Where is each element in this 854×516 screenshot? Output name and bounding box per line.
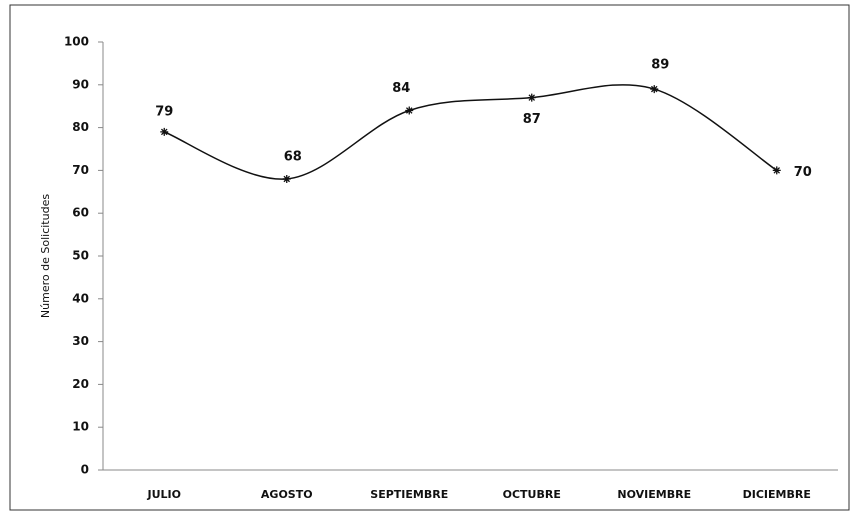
y-tick-label: 10 — [72, 420, 89, 434]
marker — [527, 93, 536, 102]
series-line — [163, 84, 778, 180]
y-tick-label: 80 — [72, 120, 89, 134]
y-tick-label: 0 — [81, 463, 89, 477]
data-label: 68 — [284, 149, 302, 164]
y-tick-label: 60 — [72, 206, 89, 220]
chart-border — [9, 4, 850, 511]
y-tick-label: 40 — [72, 291, 89, 305]
marker — [282, 174, 291, 183]
x-tick-label: AGOSTO — [261, 488, 313, 501]
y-tick-label: 50 — [72, 249, 89, 263]
x-tick-label: OCTUBRE — [503, 488, 561, 501]
y-tick-label: 70 — [72, 163, 89, 177]
marker — [772, 166, 781, 175]
marker — [650, 85, 659, 94]
data-label: 70 — [794, 165, 812, 180]
data-label: 84 — [392, 81, 410, 96]
y-tick-label: 100 — [64, 35, 89, 49]
x-tick-label: NOVIEMBRE — [617, 488, 691, 501]
data-label: 87 — [523, 112, 541, 127]
y-tick-label: 30 — [72, 334, 89, 348]
y-tick-label: 90 — [72, 77, 89, 91]
data-label: 79 — [155, 104, 173, 119]
x-tick-label: SEPTIEMBRE — [370, 488, 448, 501]
y-tick-label: 20 — [72, 377, 89, 391]
x-tick-label: JULIO — [147, 488, 181, 501]
x-tick-label: DICIEMBRE — [743, 488, 811, 501]
marker — [405, 106, 414, 115]
marker — [160, 127, 169, 136]
y-axis-label: Número de Solicitudes — [39, 194, 52, 318]
data-label: 89 — [651, 58, 669, 73]
